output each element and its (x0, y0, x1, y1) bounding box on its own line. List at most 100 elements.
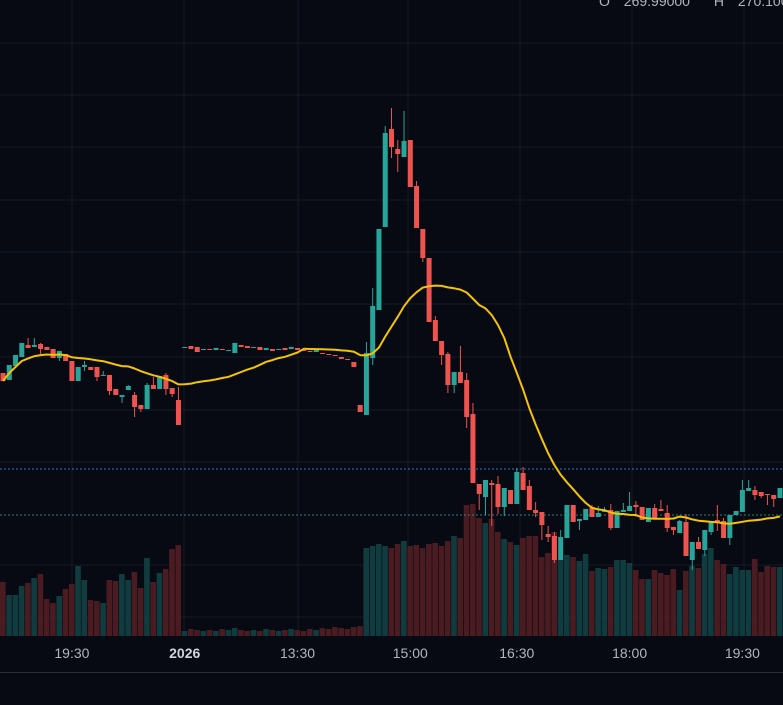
volume-bar (194, 630, 200, 636)
volume-bar (463, 505, 470, 636)
candle-up (100, 375, 106, 376)
candle-down (238, 345, 244, 347)
volume-bar (187, 629, 194, 636)
volume-bar (507, 542, 514, 636)
candle-down (351, 362, 357, 367)
volume-bar (720, 564, 727, 636)
volume-bar (589, 571, 595, 636)
candle-up (576, 519, 582, 521)
volume-bar (469, 504, 476, 636)
candle-down (526, 486, 532, 510)
time-axis-label: 19:30 (724, 645, 760, 661)
volume-bar (614, 560, 620, 636)
candle-up (144, 385, 150, 409)
candle-down (551, 536, 557, 560)
candle-down (721, 521, 727, 538)
volume-bar (256, 631, 263, 636)
candle-down (169, 388, 175, 394)
volume-bar (125, 580, 131, 636)
candle-up (251, 347, 257, 348)
time-axis-label: 13:30 (279, 645, 316, 661)
volume-bar (689, 566, 695, 636)
candle-up (75, 367, 81, 381)
candle-down (44, 347, 50, 350)
candle-up (376, 229, 382, 310)
volume-bar (81, 580, 88, 636)
candle-down (219, 349, 225, 350)
candle-down (175, 400, 181, 425)
candle-up (514, 472, 520, 504)
candle-down (658, 509, 664, 511)
candle-up (645, 508, 651, 522)
candle-up (401, 141, 407, 157)
time-axis-label: 19:30 (54, 645, 90, 661)
volume-bar (501, 539, 507, 636)
candle-down (670, 527, 676, 530)
candle-up (620, 510, 626, 512)
volume-bar (758, 572, 764, 636)
candle-down (476, 484, 482, 494)
candle-up (727, 515, 733, 538)
candle-up (31, 345, 37, 347)
candle-up (313, 350, 319, 352)
volume-bar (206, 630, 213, 636)
volume-bar (632, 570, 639, 636)
candle-down (758, 492, 764, 496)
candle-down (69, 361, 75, 381)
candle-down (633, 505, 639, 507)
time-axis-label: 15:00 (392, 645, 428, 661)
candle-up (746, 488, 752, 491)
volume-bar (726, 574, 733, 636)
candle-up (157, 376, 163, 389)
candle-up (370, 306, 376, 358)
candle-up (689, 542, 695, 560)
volume-bar (551, 532, 558, 636)
volume-bar (338, 628, 344, 636)
volume-bar (18, 586, 25, 636)
candle-down (282, 348, 288, 350)
volume-bar (375, 544, 382, 636)
candle-down (301, 350, 307, 351)
volume-bar (363, 548, 370, 636)
candle-down (295, 348, 301, 350)
volume-bar (413, 545, 420, 636)
candle-up (733, 511, 739, 515)
volume-bar (444, 541, 451, 636)
candle-down (332, 355, 338, 356)
volume-bar (332, 627, 338, 636)
candle-up (13, 355, 19, 366)
candle-down (533, 510, 539, 513)
volume-bar (231, 628, 238, 636)
candle-down (414, 186, 420, 228)
candle-down (269, 349, 275, 351)
volume-bar (325, 629, 332, 636)
volume-bar (563, 555, 570, 636)
candle-down (38, 344, 44, 349)
candle-down (320, 353, 326, 354)
volume-bar (676, 590, 683, 636)
candle-down (545, 534, 551, 537)
candle-up (614, 511, 620, 528)
candle-down (439, 341, 445, 355)
volume-bar (664, 575, 670, 636)
candle-down (63, 354, 69, 361)
candle-down (420, 229, 426, 258)
volume-bar (93, 601, 100, 636)
time-axis-label: 16:30 (499, 645, 535, 661)
candle-down (388, 129, 394, 147)
candle-down (307, 351, 313, 352)
candle-down (457, 372, 463, 383)
volume-bar (288, 629, 294, 636)
candle-up (182, 347, 188, 348)
candle-up (19, 343, 25, 357)
candle-up (226, 350, 232, 351)
volume-bar (250, 630, 257, 636)
volume-bar (225, 630, 232, 636)
volume-bar (620, 560, 626, 636)
candle-up (708, 522, 714, 532)
candle-down (107, 375, 113, 391)
volume-bar (520, 538, 526, 636)
volume-bar (457, 538, 464, 636)
